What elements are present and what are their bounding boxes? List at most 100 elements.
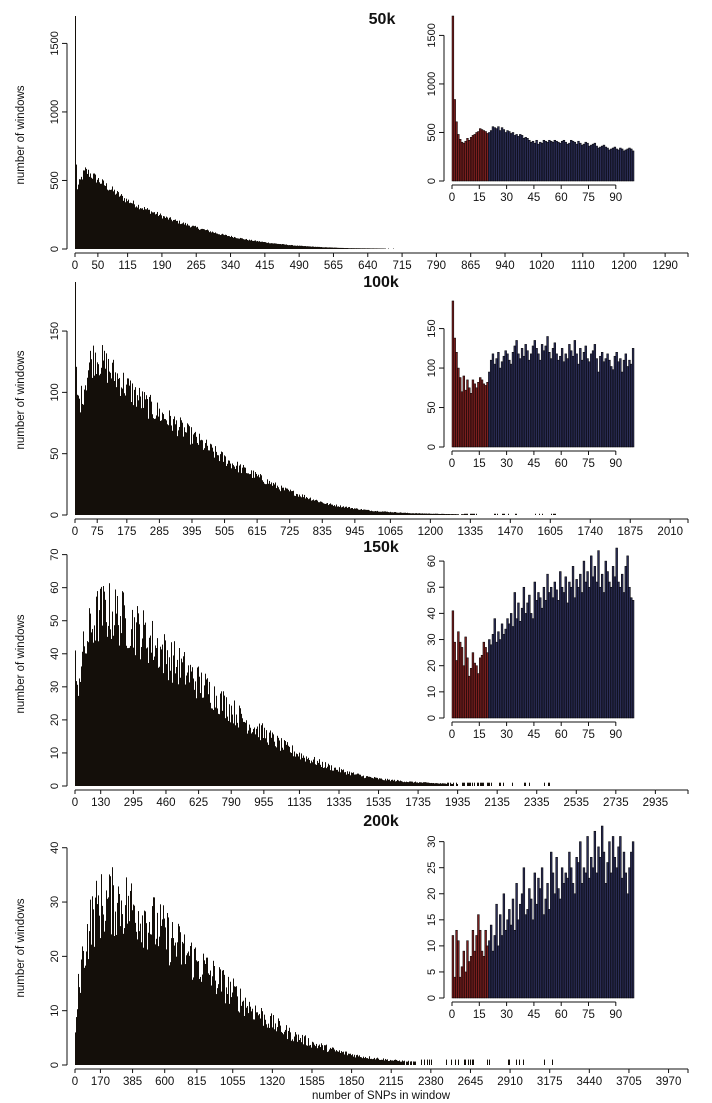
histogram-bar	[196, 960, 197, 1065]
histogram-bar	[434, 513, 435, 515]
x-tick-label: 505	[215, 526, 234, 538]
histogram-bar	[332, 1047, 333, 1065]
histogram-bar	[472, 513, 473, 515]
histogram-bar	[237, 996, 238, 1065]
histogram-bar	[160, 420, 161, 515]
inset-bar	[571, 140, 575, 182]
inset-bar	[519, 620, 522, 719]
inset-bar	[608, 359, 611, 448]
histogram-bar	[187, 672, 188, 786]
histogram-bar	[126, 384, 127, 515]
histogram-bar	[91, 177, 92, 249]
histogram-bar	[115, 372, 116, 515]
inset-bar	[475, 387, 478, 448]
inset-bar	[520, 135, 524, 182]
histogram-bar	[230, 463, 231, 515]
histogram-bar	[350, 1053, 351, 1065]
histogram-bar	[450, 514, 451, 515]
histogram-bar	[132, 609, 133, 786]
histogram-bar	[243, 464, 244, 515]
histogram-bar	[445, 783, 446, 786]
histogram-bar	[171, 425, 172, 515]
inset-bar	[535, 903, 538, 999]
histogram-bar	[353, 772, 354, 786]
inset-bar	[486, 945, 489, 999]
histogram-bar	[456, 782, 457, 786]
histogram-bar	[216, 451, 217, 515]
histogram-bar	[262, 1011, 263, 1065]
inset-bar	[617, 361, 620, 448]
histogram-bar	[295, 756, 296, 786]
histogram-bar	[226, 987, 227, 1065]
histogram-bar	[120, 616, 121, 786]
inset-bar	[484, 929, 487, 999]
histogram-bar	[248, 1013, 249, 1065]
histogram-bar	[288, 745, 289, 786]
inset-x-tick-label: 15	[473, 192, 486, 204]
histogram-bar	[446, 1059, 447, 1065]
histogram-bar	[267, 1027, 268, 1065]
histogram-bar	[362, 776, 363, 786]
histogram-bar	[503, 513, 504, 515]
histogram-bar	[95, 640, 96, 786]
histogram-bar	[383, 780, 384, 786]
histogram-bar	[108, 190, 109, 249]
histogram-bar	[349, 248, 350, 249]
histogram-bar	[335, 247, 336, 249]
x-tick-label: 2010	[657, 526, 683, 538]
histogram-bar	[232, 714, 233, 786]
histogram-bar	[221, 991, 222, 1065]
histogram-bar	[135, 922, 136, 1065]
inset-bar	[506, 919, 509, 999]
inset-bar	[504, 929, 507, 999]
inset-bar	[590, 144, 593, 182]
histogram-bar	[276, 243, 277, 249]
histogram-bar	[138, 613, 139, 786]
x-tick-label: 625	[189, 797, 208, 809]
histogram-bar	[337, 506, 338, 515]
inset-bar	[530, 613, 533, 719]
histogram-bar	[367, 248, 368, 249]
panel-title-100k: 100k	[363, 274, 399, 291]
histogram-bar	[446, 783, 447, 786]
histogram-bar	[141, 647, 142, 786]
inset-bar	[577, 586, 580, 719]
histogram-bar	[218, 234, 219, 249]
x-tick-label: 835	[313, 526, 332, 538]
histogram-bar	[121, 387, 122, 515]
histogram-bar	[371, 777, 372, 786]
histogram-bar	[85, 167, 86, 249]
histogram-bar	[215, 980, 216, 1065]
histogram-bar	[246, 1007, 247, 1065]
histogram-bar	[217, 233, 218, 249]
inset-bar	[550, 851, 553, 999]
histogram-bar	[75, 282, 76, 515]
histogram-bar	[504, 513, 505, 515]
histogram-bar	[94, 625, 95, 786]
histogram-bar	[166, 420, 167, 515]
histogram-bar	[316, 764, 317, 786]
inset-bar	[479, 128, 482, 182]
inset-bar	[613, 857, 617, 999]
histogram-bar	[380, 1059, 381, 1065]
inset-bar	[497, 352, 500, 448]
histogram-bar	[457, 783, 458, 786]
histogram-bar	[383, 511, 384, 515]
y-tick-label: 10	[49, 1005, 61, 1017]
histogram-bar	[76, 164, 77, 249]
histogram-bar	[106, 353, 107, 515]
histogram-bar	[119, 196, 120, 249]
histogram-bar	[328, 763, 329, 786]
histogram-bar	[467, 782, 468, 786]
histogram-bar	[382, 1059, 383, 1065]
y-tick-label: 0	[49, 783, 61, 789]
inset-bar	[495, 358, 498, 448]
histogram-bar	[470, 513, 471, 515]
histogram-bar	[473, 513, 474, 515]
histogram-bar	[175, 219, 176, 249]
inset-bar	[504, 350, 507, 448]
histogram-bar	[124, 605, 125, 786]
inset-bar	[526, 909, 529, 999]
histogram-bar	[310, 1044, 311, 1065]
histogram-bar	[139, 209, 140, 249]
